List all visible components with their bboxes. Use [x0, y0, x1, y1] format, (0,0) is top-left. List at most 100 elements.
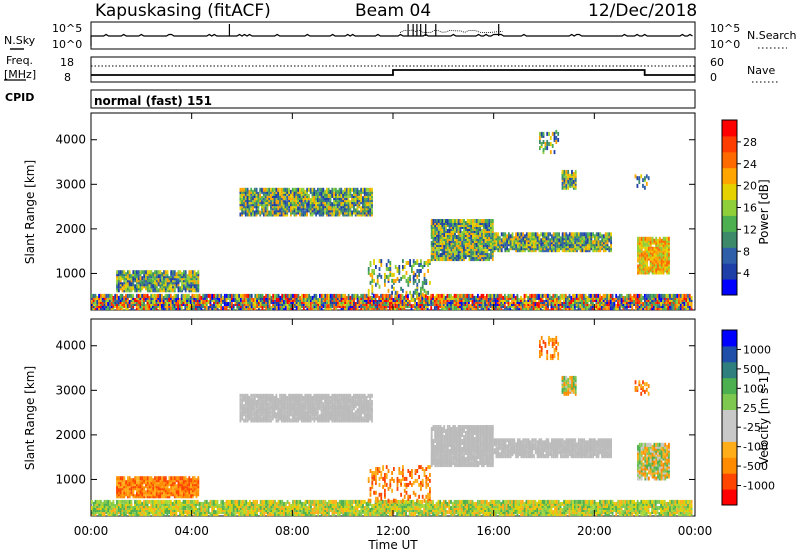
scatter-cell [615, 304, 618, 309]
scatter-cell [288, 204, 290, 209]
scatter-cell [595, 236, 598, 241]
scatter-cell [358, 210, 361, 215]
scatter-cell [468, 245, 471, 249]
scatter-cell [286, 204, 289, 209]
scatter-cell [644, 242, 647, 247]
scatter-cell [223, 304, 226, 309]
scatter-cell [291, 194, 294, 198]
scatter-cell [125, 272, 127, 277]
scatter-cell [441, 229, 444, 233]
scatter-cell [335, 298, 337, 302]
scatter-cell [186, 278, 189, 283]
scatter-cell [227, 293, 230, 298]
scatter-cell [373, 259, 375, 264]
scatter-cell [480, 298, 483, 302]
scatter-cell [119, 304, 122, 309]
scatter-cell [293, 298, 296, 302]
scatter-cell [249, 304, 251, 309]
scatter-cell [320, 194, 323, 198]
scatter-cell [450, 219, 453, 223]
scatter-cell [340, 204, 343, 209]
scatter-cell [479, 219, 482, 223]
scatter-cell [304, 210, 307, 215]
scatter-cell [295, 200, 298, 205]
scatter-cell [663, 298, 666, 302]
scatter-cell [271, 210, 274, 215]
scatter-cell [356, 187, 359, 192]
scatter-cell [561, 293, 564, 298]
scatter-cell [360, 189, 362, 194]
scatter-cell [116, 293, 118, 298]
scatter-cell [159, 270, 162, 275]
scatter-cell [127, 278, 129, 283]
scatter-cell [599, 293, 601, 298]
scatter-cell [290, 204, 292, 209]
scatter-cell [653, 298, 655, 302]
scatter-cell [369, 204, 372, 209]
scatter-cell [319, 304, 321, 309]
scatter-cell [561, 232, 564, 237]
scatter-cell [301, 304, 303, 309]
scatter-cell [488, 223, 491, 227]
scatter-cell [539, 304, 542, 309]
scatter-cell [372, 304, 375, 309]
scatter-cell [651, 246, 654, 251]
scatter-cell [557, 131, 560, 136]
scatter-cell [486, 247, 489, 252]
scatter-cell [363, 208, 366, 213]
scatter-cell [540, 142, 543, 146]
scatter-cell [367, 292, 370, 297]
scatter-cell [627, 304, 630, 309]
scatter-cell [369, 210, 372, 215]
scatter-cell [173, 286, 176, 291]
scatter-cell [446, 293, 449, 298]
scatter-cell [457, 235, 460, 239]
scatter-cell [669, 298, 671, 302]
scatter-cell [338, 208, 341, 213]
scatter-cell [335, 196, 337, 201]
scatter-cell [387, 288, 390, 293]
scatter-cell [329, 210, 332, 215]
scatter-cell [647, 304, 650, 309]
scatter-cell [344, 293, 346, 298]
scatter-cell [137, 270, 140, 275]
scatter-cell [313, 304, 316, 309]
scatter-cell [561, 169, 564, 174]
scatter-cell [376, 274, 379, 279]
scatter-cell [112, 499, 115, 504]
scatter-cell [459, 247, 462, 252]
scatter-cell [340, 200, 343, 205]
scatter-cell [685, 304, 688, 309]
scatter-cell [252, 200, 254, 205]
scatter-cell [407, 293, 409, 298]
scatter-cell [181, 280, 183, 285]
scatter-cell [487, 302, 490, 306]
scatter-cell [658, 298, 661, 302]
scatter-cell [393, 286, 395, 291]
scatter-cell [683, 302, 686, 306]
scatter-cell [139, 278, 142, 283]
scatter-cell [464, 255, 467, 260]
scatter-cell [336, 189, 339, 194]
scatter-cell [425, 298, 427, 302]
scatter-cell [154, 276, 156, 281]
scatter-cell [186, 293, 188, 298]
scatter-cell [327, 189, 330, 194]
scatter-cell [608, 298, 610, 302]
scatter-cell [336, 208, 339, 213]
scatter-cell [91, 499, 93, 504]
scatter-cell [450, 298, 452, 302]
scatter-cell [439, 253, 442, 258]
scatter-cell [555, 140, 558, 144]
scatter-cell [313, 189, 316, 194]
scatter-cell [514, 300, 517, 304]
scatter-cell [112, 298, 115, 302]
scatter-cell [646, 262, 648, 267]
scatter-cell [347, 200, 350, 205]
scatter-cell [363, 196, 366, 201]
scatter-cell [171, 295, 174, 300]
scatter-cell [103, 504, 106, 508]
scatter-cell [499, 244, 501, 249]
scatter-cell [188, 304, 190, 309]
scatter-cell [229, 298, 232, 302]
